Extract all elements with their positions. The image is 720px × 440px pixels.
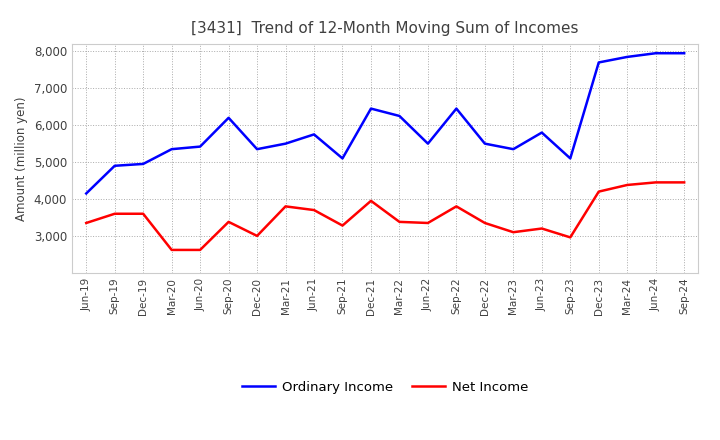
Ordinary Income [366, 106, 375, 111]
Net Income [595, 189, 603, 194]
Net Income [566, 235, 575, 240]
Legend: Ordinary Income, Net Income: Ordinary Income, Net Income [237, 375, 534, 399]
Ordinary Income [480, 141, 489, 146]
Net Income [652, 180, 660, 185]
Net Income [366, 198, 375, 203]
Ordinary Income [652, 51, 660, 56]
Ordinary Income [452, 106, 461, 111]
Net Income [623, 182, 631, 187]
Net Income [253, 233, 261, 238]
Line: Ordinary Income: Ordinary Income [86, 53, 684, 194]
Ordinary Income [167, 147, 176, 152]
Ordinary Income [509, 147, 518, 152]
Net Income [452, 204, 461, 209]
Net Income [196, 247, 204, 253]
Net Income [509, 230, 518, 235]
Ordinary Income [253, 147, 261, 152]
Title: [3431]  Trend of 12-Month Moving Sum of Incomes: [3431] Trend of 12-Month Moving Sum of I… [192, 21, 579, 36]
Net Income [167, 247, 176, 253]
Net Income [395, 219, 404, 224]
Net Income [282, 204, 290, 209]
Net Income [423, 220, 432, 226]
Ordinary Income [680, 51, 688, 56]
Y-axis label: Amount (million yen): Amount (million yen) [15, 96, 28, 220]
Net Income [680, 180, 688, 185]
Ordinary Income [225, 115, 233, 121]
Net Income [225, 219, 233, 224]
Net Income [310, 207, 318, 213]
Net Income [82, 220, 91, 226]
Ordinary Income [423, 141, 432, 146]
Ordinary Income [110, 163, 119, 169]
Net Income [338, 223, 347, 228]
Ordinary Income [595, 60, 603, 65]
Net Income [110, 211, 119, 216]
Net Income [480, 220, 489, 226]
Ordinary Income [196, 144, 204, 149]
Ordinary Income [139, 161, 148, 167]
Ordinary Income [537, 130, 546, 135]
Ordinary Income [566, 156, 575, 161]
Line: Net Income: Net Income [86, 183, 684, 250]
Net Income [139, 211, 148, 216]
Ordinary Income [310, 132, 318, 137]
Ordinary Income [82, 191, 91, 196]
Ordinary Income [623, 54, 631, 59]
Ordinary Income [395, 114, 404, 119]
Net Income [537, 226, 546, 231]
Ordinary Income [338, 156, 347, 161]
Ordinary Income [282, 141, 290, 146]
